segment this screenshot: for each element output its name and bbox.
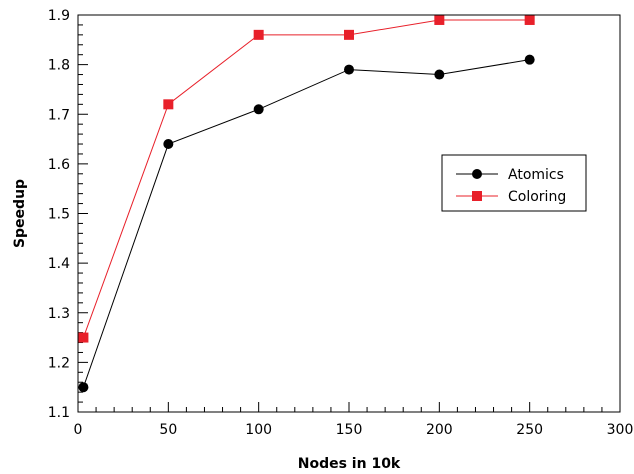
data-point <box>344 30 354 40</box>
y-tick-label: 1.8 <box>48 58 70 74</box>
legend-label: Coloring <box>508 189 566 205</box>
data-point <box>78 333 88 343</box>
series-atomics <box>78 55 534 393</box>
data-point <box>163 139 173 149</box>
minor-ticks <box>78 25 602 412</box>
y-tick-label: 1.4 <box>48 256 70 272</box>
data-point <box>525 15 535 25</box>
legend-marker <box>472 169 482 179</box>
x-tick-labels: 0 50 100 150 200 250 300 <box>74 422 634 438</box>
y-tick-label: 1.6 <box>48 157 70 173</box>
data-point <box>163 99 173 109</box>
y-tick-label: 1.7 <box>48 107 70 123</box>
x-axis-title: Nodes in 10k <box>298 456 401 472</box>
y-axis-title: Speedup <box>12 179 28 248</box>
y-tick-label: 1.5 <box>48 207 70 223</box>
y-tick-labels: 1.1 1.2 1.3 1.4 1.5 1.6 1.7 1.8 1.9 <box>48 8 70 421</box>
x-tick-label: 200 <box>426 422 453 438</box>
data-point <box>434 70 444 80</box>
legend: Atomics Coloring <box>442 155 586 211</box>
data-point <box>525 55 535 65</box>
data-point <box>344 65 354 75</box>
x-tick-label: 300 <box>607 422 634 438</box>
data-point <box>78 382 88 392</box>
data-point <box>434 15 444 25</box>
x-tick-label: 100 <box>245 422 272 438</box>
x-tick-label: 50 <box>159 422 177 438</box>
x-tick-label: 250 <box>516 422 543 438</box>
y-tick-label: 1.3 <box>48 306 70 322</box>
legend-marker <box>472 191 482 201</box>
series-line <box>83 60 529 388</box>
data-point <box>254 30 264 40</box>
x-tick-label: 150 <box>336 422 363 438</box>
data-point <box>254 104 264 114</box>
legend-label: Atomics <box>508 167 564 183</box>
y-tick-label: 1.2 <box>48 355 70 371</box>
y-tick-label: 1.9 <box>48 8 70 24</box>
y-tick-label: 1.1 <box>48 405 70 421</box>
x-tick-label: 0 <box>74 422 83 438</box>
